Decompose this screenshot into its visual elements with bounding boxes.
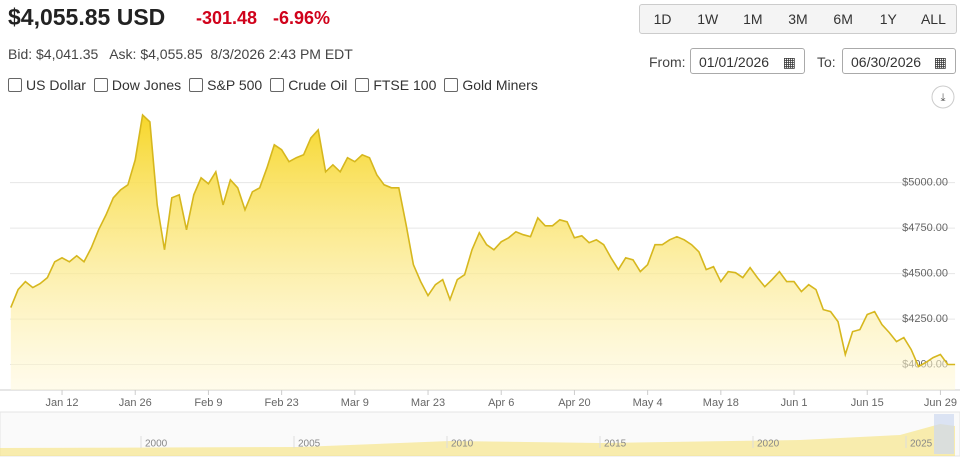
navigator-window[interactable]: [934, 414, 954, 454]
navigator-label: 2025: [910, 439, 933, 450]
compare-label: Crude Oil: [288, 77, 348, 93]
compare-option[interactable]: S&P 500: [189, 77, 262, 93]
download-icon: ⤓: [941, 92, 946, 104]
calendar-icon: ▦: [782, 54, 796, 70]
x-tick-label: Jun 15: [851, 397, 884, 409]
range-button[interactable]: ALL: [920, 11, 946, 27]
x-tick-label: Apr 6: [488, 397, 514, 409]
compare-label: Gold Miners: [462, 77, 538, 93]
ask-label: Ask:: [109, 46, 137, 62]
from-value: 01/01/2026: [699, 54, 770, 70]
y-tick-label: $5000.00: [902, 177, 948, 189]
range-button[interactable]: 3M: [788, 11, 808, 27]
navigator-label: 2020: [757, 439, 780, 450]
compare-label: S&P 500: [207, 77, 263, 93]
download-button[interactable]: [931, 85, 955, 109]
compare-option[interactable]: Gold Miners: [444, 77, 538, 93]
checkbox[interactable]: [93, 78, 108, 92]
x-tick-label: May 18: [703, 397, 739, 409]
y-tick-label: $4250.00: [902, 313, 948, 325]
to-label: To:: [817, 54, 836, 70]
y-tick-label: $4750.00: [902, 222, 948, 234]
change: -301.48: [196, 8, 258, 28]
range-button[interactable]: 1D: [653, 11, 672, 27]
line: [10, 113, 956, 368]
x-tick-label: Mar 9: [341, 397, 369, 409]
price: $4,055.85 USD: [8, 4, 166, 30]
navigator-label: 2015: [604, 439, 627, 450]
compare-option[interactable]: Dow Jones: [93, 77, 182, 93]
x-tick-label: Jun 1: [781, 397, 808, 409]
compare-label: Dow Jones: [111, 77, 182, 93]
range-buttons: 1D 1W 1M 3M 6M 1Y ALL: [639, 4, 957, 34]
checkbox[interactable]: [355, 78, 370, 92]
x-tick-label: Jun 29: [924, 397, 957, 409]
compare-list: US Dollar Dow Jones S&P 500 Crude Oil FTSE 1…: [8, 77, 538, 93]
x-tick-label: May 4: [633, 397, 663, 409]
x-tick-label: Mar 23: [411, 397, 445, 409]
navigator-label: 2000: [145, 439, 168, 450]
x-tick-label: Jan 12: [46, 397, 79, 409]
x-tick-label: Apr 20: [558, 397, 590, 409]
area: [10, 115, 956, 390]
range-button[interactable]: 1M: [743, 11, 763, 27]
navigator-series: [0, 424, 955, 456]
checkbox[interactable]: [444, 78, 459, 92]
navigator-label: 2010: [451, 439, 474, 450]
navigator-label: 2005: [298, 439, 321, 450]
bid: $4,041.35: [36, 46, 99, 62]
x-tick-label: Jan 26: [119, 397, 152, 409]
compare-option[interactable]: Crude Oil: [270, 77, 347, 93]
compare-label: US Dollar: [26, 77, 86, 93]
x-tick-label: Feb 23: [265, 397, 299, 409]
quote-line: Bid: $4,041.35 Ask: $4,055.85 8/3/2026 2…: [8, 46, 353, 62]
checkbox[interactable]: [8, 78, 22, 92]
checkbox[interactable]: [189, 78, 204, 92]
change-pct: -6.96%: [273, 8, 331, 28]
ask: $4,055.85: [140, 46, 203, 62]
compare-option[interactable]: US Dollar: [8, 77, 86, 93]
from-label: From:: [649, 54, 686, 70]
from-input[interactable]: 01/01/2026 ▦: [690, 48, 805, 74]
to-input[interactable]: 06/30/2026 ▦: [842, 48, 956, 74]
range-button[interactable]: 1Y: [879, 11, 897, 27]
calendar-icon: ▦: [933, 54, 947, 70]
to-value: 06/30/2026: [851, 54, 922, 70]
bid-label: Bid:: [8, 46, 33, 62]
compare-label: FTSE 100: [373, 77, 437, 93]
x-tick-label: Feb 9: [194, 397, 222, 409]
checkbox[interactable]: [270, 78, 285, 92]
range-button[interactable]: 1W: [697, 11, 719, 27]
compare-option[interactable]: FTSE 100: [355, 77, 436, 93]
y-tick-label: $4500.00: [902, 268, 948, 280]
timestamp: 8/3/2026 2:43 PM EDT: [210, 46, 353, 62]
range-button[interactable]: 6M: [833, 11, 853, 27]
